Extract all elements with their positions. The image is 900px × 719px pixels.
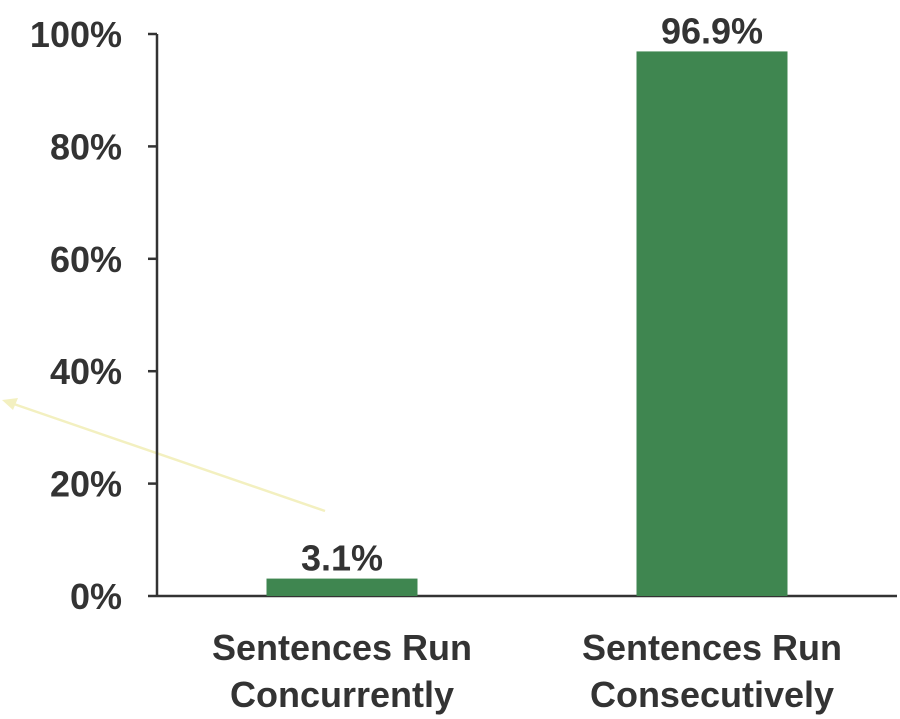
annotation-arrow-head <box>2 398 18 410</box>
labels: 0% 20% 40% 60% 80% 100% 3.1% Sentences Run Concu… <box>30 10 842 715</box>
y-tick-label: 0% <box>70 576 122 617</box>
y-tick-label: 60% <box>50 239 122 280</box>
bars <box>266 51 788 597</box>
annotation-arrow <box>2 398 326 513</box>
y-tick-label: 100% <box>30 14 122 55</box>
x-category-label: Consecutively <box>590 674 834 715</box>
y-tick-label: 20% <box>50 464 122 505</box>
data-label: 96.9% <box>661 10 763 51</box>
bar <box>636 51 788 597</box>
bar <box>266 578 418 596</box>
data-label: 3.1% <box>301 538 383 579</box>
y-tick-label: 80% <box>50 126 122 167</box>
x-category-label: Sentences Run <box>582 627 842 668</box>
x-category-label: Sentences Run <box>212 627 472 668</box>
x-category-label: Concurrently <box>230 674 454 715</box>
y-tick-label: 40% <box>50 351 122 392</box>
annotation-arrow-line <box>7 400 326 513</box>
